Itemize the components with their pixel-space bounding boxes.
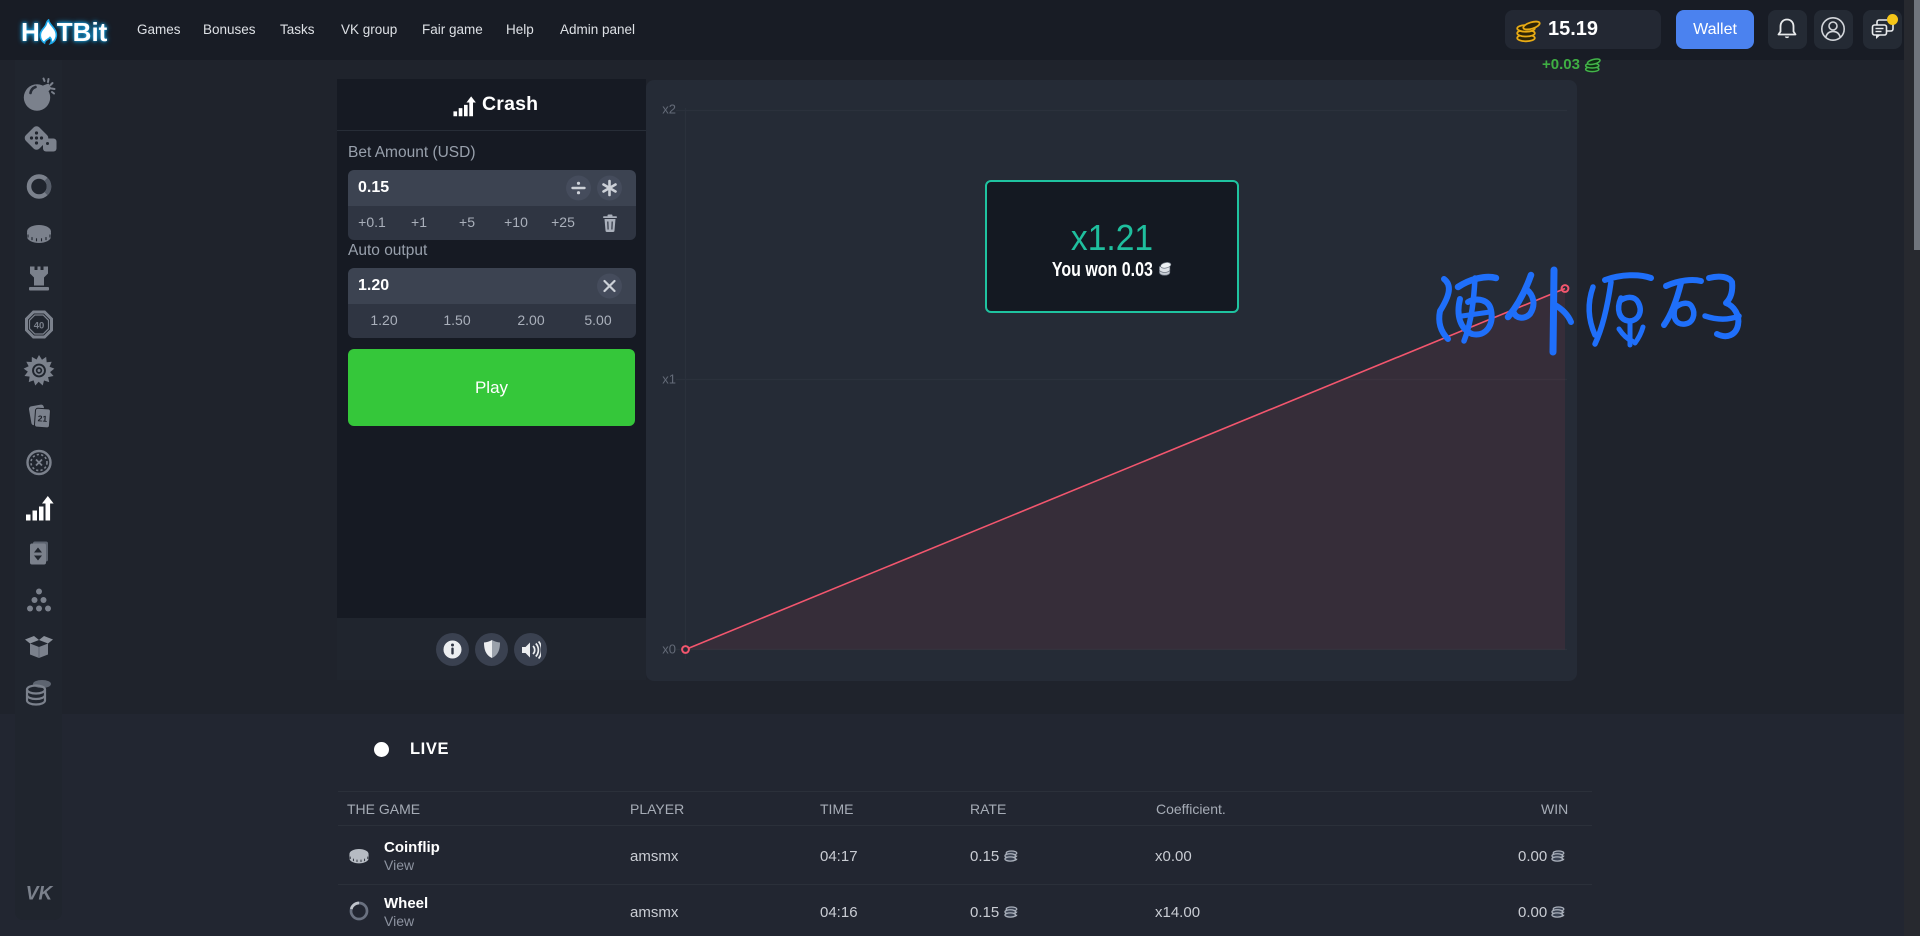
svg-text:40: 40 — [33, 321, 44, 332]
svg-text:21: 21 — [37, 413, 47, 424]
svg-text:VK: VK — [25, 884, 53, 905]
